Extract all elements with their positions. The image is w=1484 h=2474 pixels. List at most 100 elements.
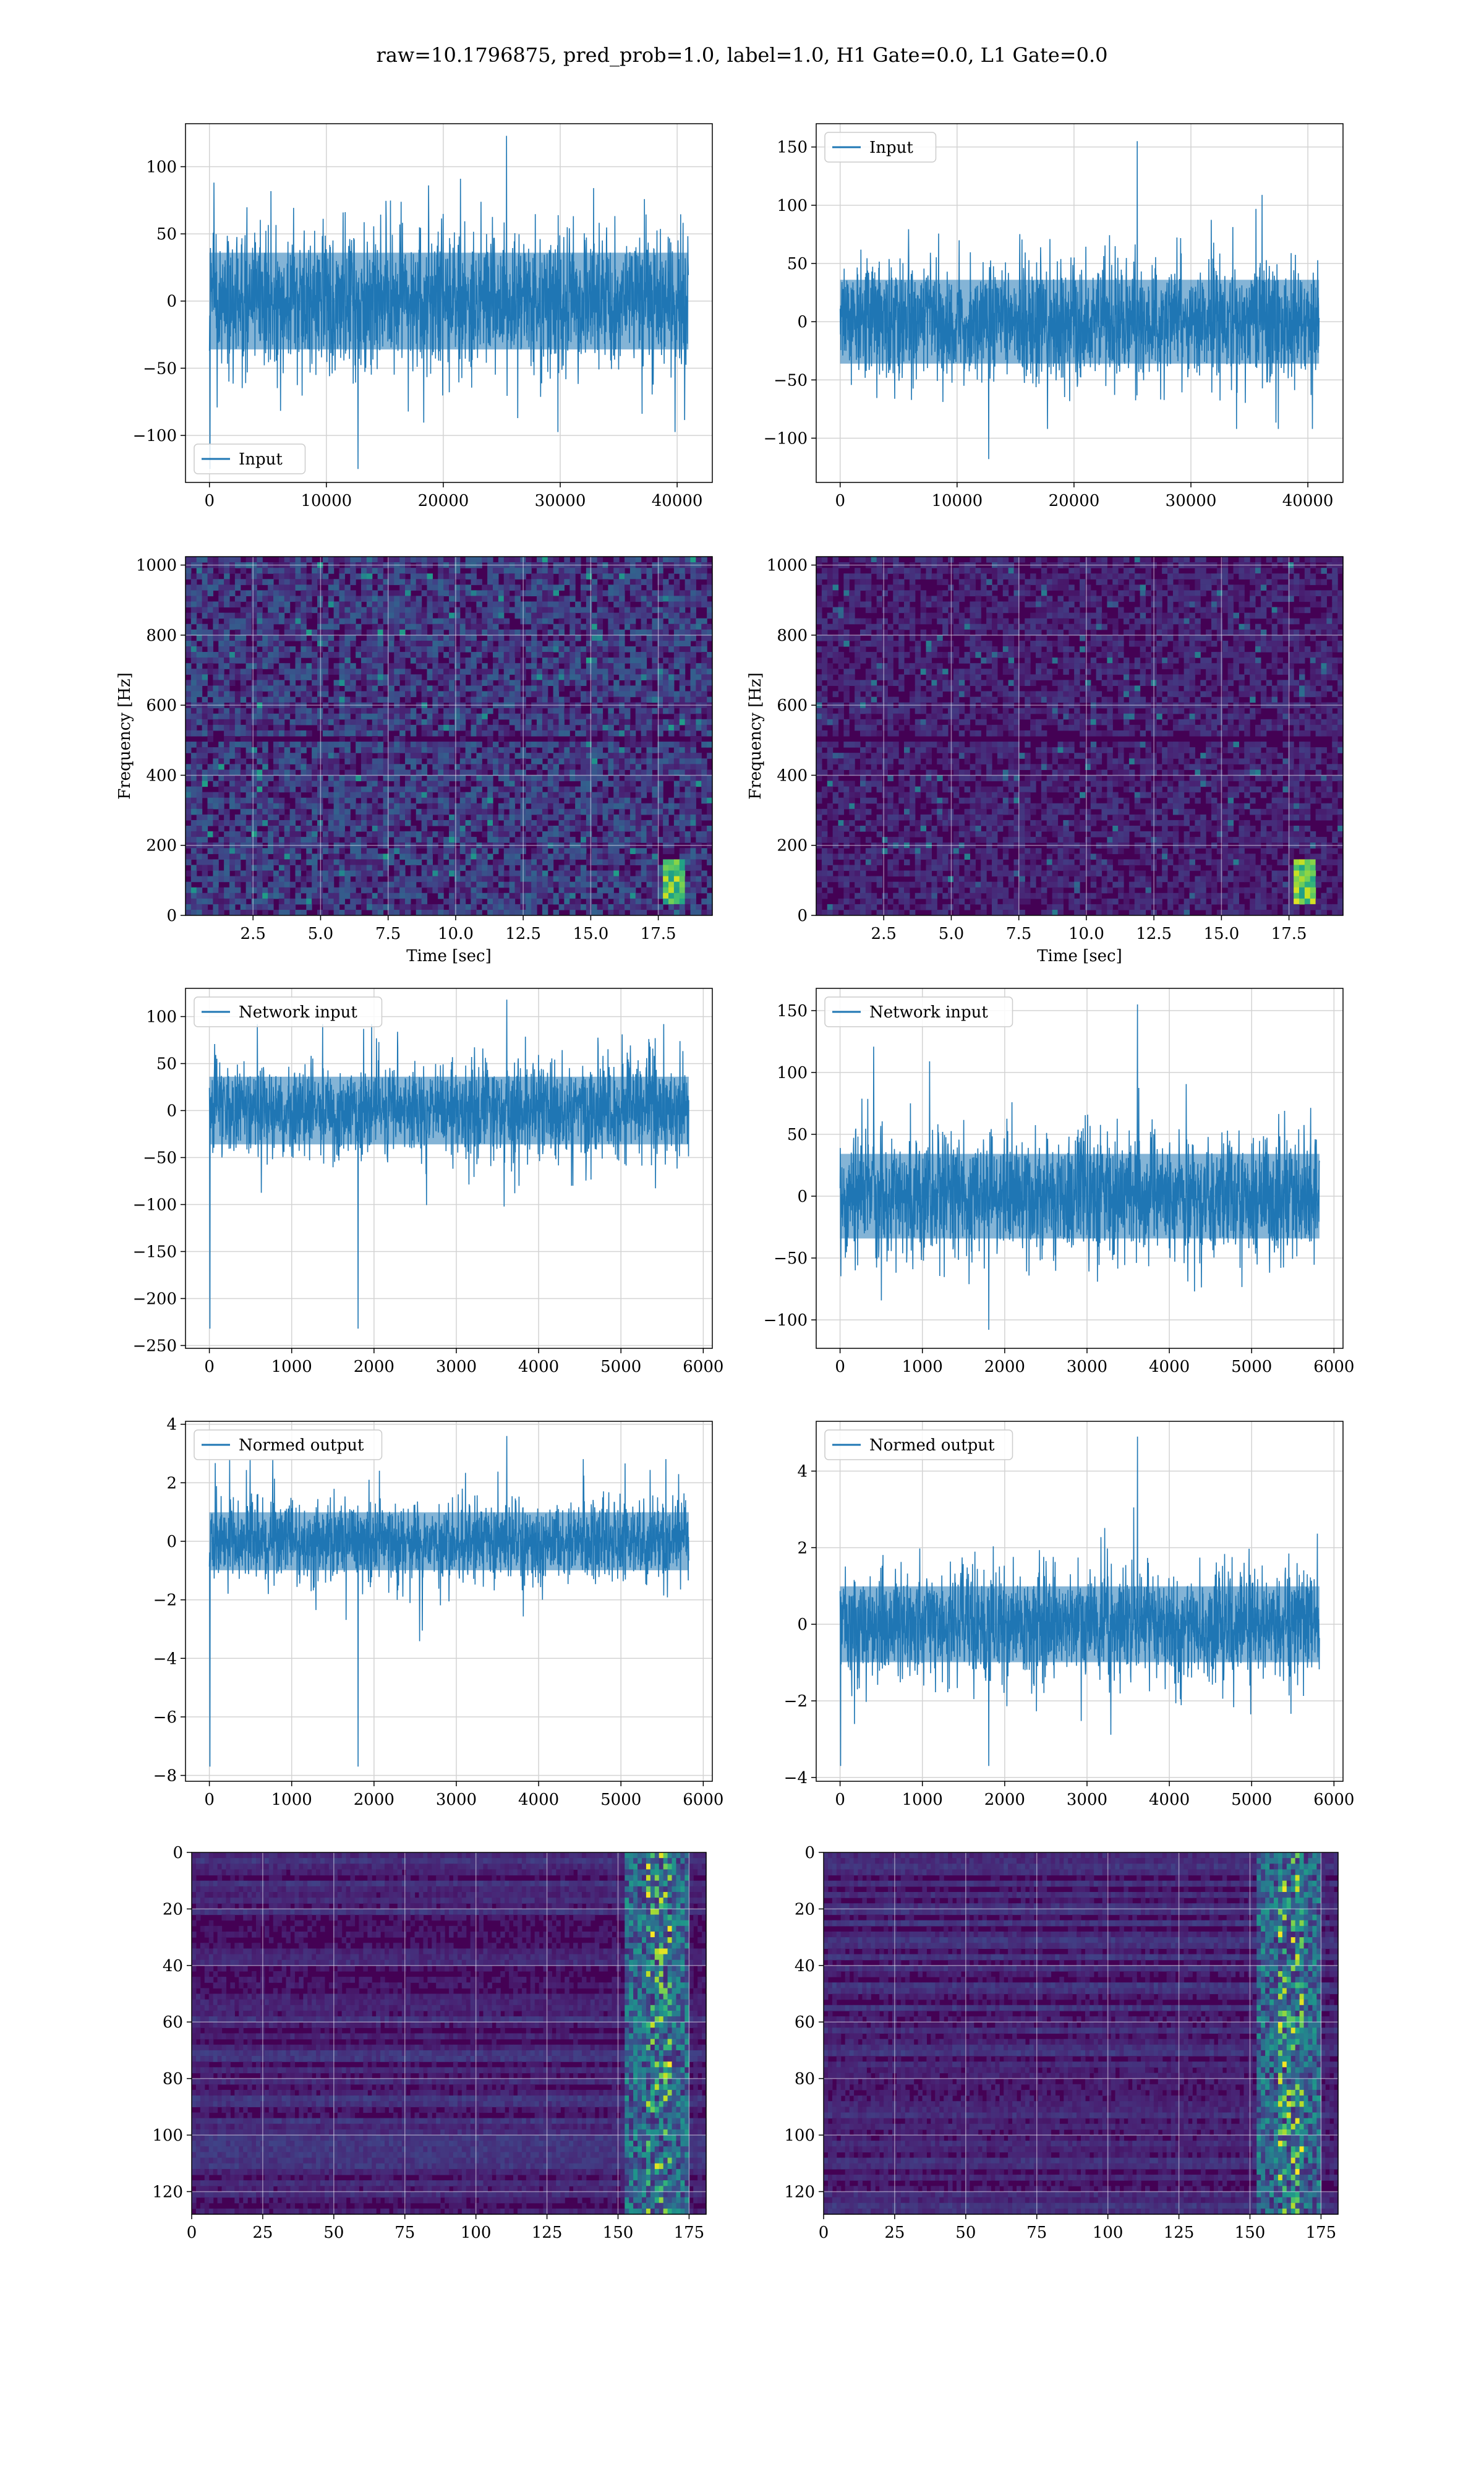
heatmap-cell (257, 696, 263, 703)
heatmap-cell (190, 876, 197, 883)
heatmap-cell (454, 708, 461, 714)
heatmap-cell (597, 904, 603, 910)
heatmap-cell (399, 635, 406, 641)
heatmap-cell (602, 842, 608, 849)
heatmap-cell (542, 764, 548, 770)
heatmap-cell (202, 837, 208, 843)
heatmap-cell (207, 612, 213, 619)
heatmap-cell (509, 865, 516, 871)
heatmap-cell (520, 870, 526, 877)
heatmap-cell (339, 730, 345, 737)
heatmap-cell (471, 562, 477, 568)
heatmap-cell (317, 881, 323, 888)
heatmap-cell (322, 607, 329, 614)
heatmap-cell (625, 747, 631, 753)
heatmap-cell (663, 696, 669, 703)
heatmap-cell (514, 786, 521, 793)
heatmap-cell (333, 814, 340, 821)
heatmap-cell (416, 753, 422, 759)
heatmap-cell (625, 881, 631, 888)
heatmap-cell (553, 680, 560, 687)
heatmap-cell (372, 562, 378, 568)
heatmap-cell (597, 742, 603, 748)
heatmap-cell (476, 702, 482, 709)
heatmap-cell (190, 758, 197, 764)
heatmap-cell (361, 842, 367, 849)
heatmap-cell (257, 730, 263, 737)
heatmap-cell (613, 781, 620, 787)
heatmap-cell (240, 607, 247, 614)
heatmap-cell (301, 769, 307, 776)
heatmap-cell (207, 562, 213, 568)
heatmap-cell (520, 640, 526, 647)
heatmap-cell (278, 669, 285, 675)
heatmap-cell (284, 663, 291, 669)
heatmap-cell (679, 854, 686, 860)
heatmap-cell (690, 657, 696, 664)
heatmap-cell (482, 814, 488, 821)
heatmap-cell (361, 826, 367, 832)
heatmap-cell (663, 803, 669, 810)
figure-title: raw=10.1796875, pred_prob=1.0, label=1.0… (0, 43, 1484, 67)
heatmap-cell (361, 584, 367, 591)
heatmap-cell (295, 618, 301, 625)
heatmap-cell (268, 881, 274, 888)
heatmap-cell (333, 618, 340, 625)
heatmap-cell (547, 730, 554, 737)
heatmap-cell (449, 803, 455, 810)
heatmap-cell (284, 831, 291, 837)
heatmap-cell (333, 753, 340, 759)
heatmap-cell (427, 713, 433, 720)
heatmap-cell (684, 584, 691, 591)
heatmap-cell (372, 629, 378, 636)
heatmap-cell (361, 674, 367, 680)
heatmap-cell (273, 742, 279, 748)
heatmap-cell (218, 781, 224, 787)
heatmap-cell (196, 669, 203, 675)
heatmap-cell (520, 797, 526, 804)
heatmap-cell (190, 848, 197, 854)
heatmap-cell (542, 669, 548, 675)
heatmap-cell (306, 904, 312, 910)
heatmap-cell (301, 568, 307, 574)
heatmap-cell (668, 657, 675, 664)
heatmap-cell (284, 742, 291, 748)
heatmap-cell (684, 764, 691, 770)
heatmap-cell (213, 792, 219, 798)
heatmap-cell (268, 623, 274, 630)
heatmap-cell (344, 612, 351, 619)
heatmap-cell (322, 618, 329, 625)
heatmap-cell (262, 708, 268, 714)
heatmap-cell (202, 831, 208, 837)
heatmap-cell (509, 898, 516, 905)
heatmap-cell (273, 596, 279, 602)
heatmap-cell (399, 568, 406, 574)
heatmap-cell (186, 724, 192, 731)
heatmap-cell (278, 663, 285, 669)
heatmap-cell (684, 713, 691, 720)
heatmap-cell (482, 590, 488, 597)
heatmap-cell (449, 674, 455, 680)
heatmap-cell (619, 758, 625, 764)
x-tick-label: 10000 (931, 492, 983, 510)
heatmap-cell (586, 557, 592, 563)
heatmap-cell (629, 842, 636, 849)
heatmap-cell (196, 831, 203, 837)
heatmap-cell (553, 730, 560, 737)
heatmap-cell (663, 831, 669, 837)
heatmap-cell (377, 596, 384, 602)
heatmap-cell (372, 831, 378, 837)
heatmap-cell (410, 713, 417, 720)
heatmap-cell (207, 657, 213, 664)
heatmap-cell (514, 724, 521, 731)
heatmap-cell (575, 747, 581, 753)
heatmap-cell (372, 696, 378, 703)
heatmap-cell (509, 584, 516, 591)
heatmap-cell (207, 848, 213, 854)
heatmap-cell (553, 742, 560, 748)
heatmap-cell (668, 730, 675, 737)
heatmap-cell (657, 781, 663, 787)
heatmap-cell (257, 691, 263, 698)
heatmap-cell (421, 612, 428, 619)
heatmap-cell (652, 792, 658, 798)
